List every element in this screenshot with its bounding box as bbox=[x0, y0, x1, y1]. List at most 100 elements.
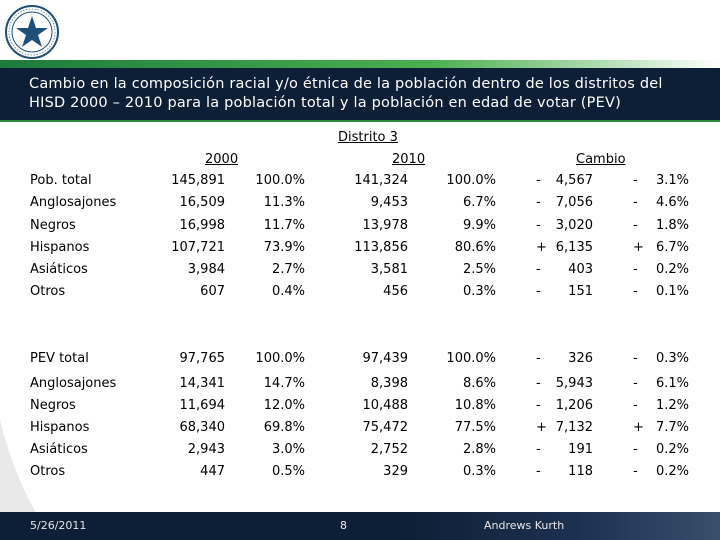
column-header-cambio: Cambio bbox=[576, 152, 626, 167]
percent-2010: 2.5% bbox=[462, 262, 496, 277]
percent-2010: 77.5% bbox=[454, 420, 496, 435]
change-percent-sign: - bbox=[633, 442, 638, 457]
change-percent: 3.1% bbox=[655, 173, 689, 188]
value-2010: 9,453 bbox=[370, 195, 408, 210]
change-percent: 6.7% bbox=[655, 240, 689, 255]
change-sign: - bbox=[536, 284, 541, 299]
change-value: 118 bbox=[568, 464, 593, 479]
value-2000: 447 bbox=[200, 464, 225, 479]
percent-2010: 9.9% bbox=[462, 218, 496, 233]
change-percent-sign: - bbox=[633, 464, 638, 479]
footer-bar: 5/26/2011 8 Andrews Kurth bbox=[0, 512, 720, 540]
value-2000: 11,694 bbox=[179, 398, 226, 413]
change-value: 403 bbox=[568, 262, 593, 277]
change-percent: 4.6% bbox=[655, 195, 689, 210]
value-2010: 13,978 bbox=[362, 218, 409, 233]
row-label: Hispanos bbox=[30, 420, 90, 435]
change-sign: - bbox=[536, 442, 541, 457]
value-2010: 75,472 bbox=[362, 420, 409, 435]
value-2010: 2,752 bbox=[370, 442, 408, 457]
change-percent: 0.1% bbox=[655, 284, 689, 299]
change-sign: - bbox=[536, 218, 541, 233]
change-sign: - bbox=[536, 195, 541, 210]
percent-2010: 100.0% bbox=[446, 173, 496, 188]
change-percent: 0.2% bbox=[655, 464, 689, 479]
row-label: Negros bbox=[30, 218, 76, 233]
percent-2000: 11.3% bbox=[263, 195, 305, 210]
change-percent: 0.2% bbox=[655, 262, 689, 277]
percent-2010: 2.8% bbox=[462, 442, 496, 457]
percent-2000: 12.0% bbox=[263, 398, 305, 413]
change-value: 4,567 bbox=[555, 173, 593, 188]
change-value: 151 bbox=[568, 284, 593, 299]
row-label: Anglosajones bbox=[30, 195, 117, 210]
value-2010: 8,398 bbox=[370, 376, 408, 391]
percent-2000: 3.0% bbox=[271, 442, 305, 457]
percent-2000: 100.0% bbox=[255, 351, 305, 366]
percent-2010: 100.0% bbox=[446, 351, 496, 366]
change-value: 191 bbox=[568, 442, 593, 457]
row-label: Otros bbox=[30, 284, 66, 299]
percent-2010: 10.8% bbox=[454, 398, 496, 413]
change-percent-sign: + bbox=[633, 240, 644, 255]
change-percent: 7.7% bbox=[655, 420, 689, 435]
change-percent: 6.1% bbox=[655, 376, 689, 391]
change-percent-sign: - bbox=[633, 173, 638, 188]
value-2010: 3,581 bbox=[370, 262, 408, 277]
value-2010: 141,324 bbox=[354, 173, 408, 188]
percent-2000: 73.9% bbox=[263, 240, 305, 255]
change-percent: 1.2% bbox=[655, 398, 689, 413]
page-title-line-1: Cambio en la composición racial y/o étni… bbox=[29, 76, 663, 92]
change-sign: - bbox=[536, 262, 541, 277]
percent-2010: 80.6% bbox=[454, 240, 496, 255]
value-2010: 329 bbox=[383, 464, 408, 479]
change-sign: - bbox=[536, 464, 541, 479]
column-header-2000: 2000 bbox=[205, 152, 239, 167]
change-value: 7,056 bbox=[555, 195, 593, 210]
change-sign: + bbox=[536, 240, 547, 255]
value-2000: 16,998 bbox=[179, 218, 226, 233]
value-2010: 10,488 bbox=[362, 398, 409, 413]
seal-icon bbox=[5, 5, 59, 59]
change-percent-sign: - bbox=[633, 398, 638, 413]
value-2000: 107,721 bbox=[171, 240, 225, 255]
change-percent-sign: - bbox=[633, 262, 638, 277]
percent-2000: 0.4% bbox=[271, 284, 305, 299]
value-2010: 97,439 bbox=[362, 351, 409, 366]
change-sign: - bbox=[536, 398, 541, 413]
column-header-2010: 2010 bbox=[392, 152, 426, 167]
change-sign: - bbox=[536, 376, 541, 391]
change-sign: - bbox=[536, 351, 541, 366]
footer-date: 5/26/2011 bbox=[30, 519, 87, 532]
percent-2000: 69.8% bbox=[263, 420, 305, 435]
value-2000: 145,891 bbox=[171, 173, 225, 188]
value-2010: 456 bbox=[383, 284, 408, 299]
row-label: Pob. total bbox=[30, 173, 92, 188]
change-percent-sign: - bbox=[633, 195, 638, 210]
row-label: Negros bbox=[30, 398, 76, 413]
value-2000: 14,341 bbox=[179, 376, 226, 391]
change-sign: + bbox=[536, 420, 547, 435]
change-value: 326 bbox=[568, 351, 593, 366]
value-2000: 97,765 bbox=[179, 351, 226, 366]
row-label: PEV total bbox=[30, 351, 89, 366]
change-percent: 1.8% bbox=[655, 218, 689, 233]
percent-2010: 8.6% bbox=[462, 376, 496, 391]
change-percent-sign: - bbox=[633, 284, 638, 299]
percent-2010: 0.3% bbox=[462, 464, 496, 479]
change-value: 7,132 bbox=[555, 420, 593, 435]
title-banner: Cambio en la composición racial y/o étni… bbox=[0, 68, 720, 120]
value-2000: 607 bbox=[200, 284, 225, 299]
title-underline bbox=[0, 120, 720, 122]
value-2000: 68,340 bbox=[179, 420, 226, 435]
value-2000: 3,984 bbox=[187, 262, 225, 277]
change-percent: 0.2% bbox=[655, 442, 689, 457]
percent-2000: 11.7% bbox=[263, 218, 305, 233]
percent-2010: 0.3% bbox=[462, 284, 496, 299]
row-label: Anglosajones bbox=[30, 376, 117, 391]
percent-2000: 0.5% bbox=[271, 464, 305, 479]
change-value: 3,020 bbox=[555, 218, 593, 233]
row-label: Asiáticos bbox=[30, 442, 88, 457]
footer-firm: Andrews Kurth bbox=[484, 519, 565, 532]
percent-2010: 6.7% bbox=[462, 195, 496, 210]
